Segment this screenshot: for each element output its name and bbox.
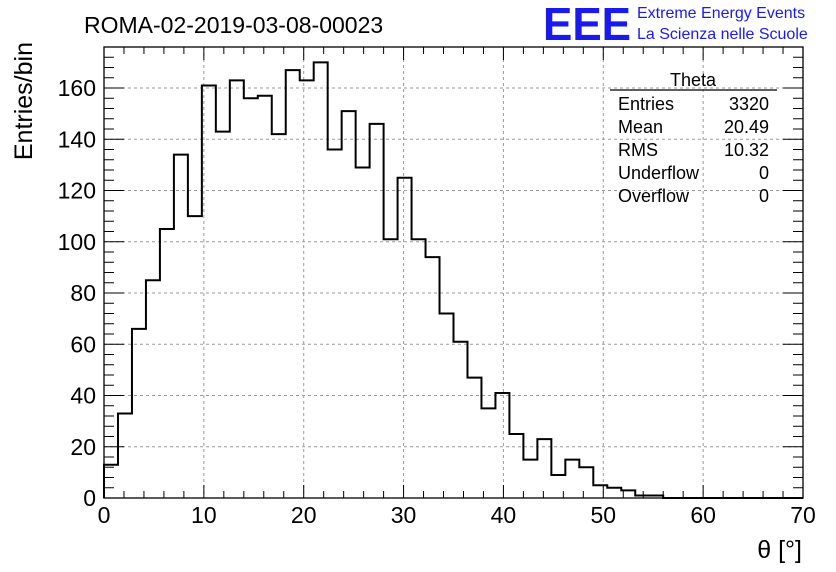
x-tick-label-0: 0: [98, 502, 111, 528]
stats-label-rms: RMS: [618, 140, 658, 160]
axis-ticks: [103, 46, 804, 499]
stats-value-mean: 20.49: [724, 117, 769, 137]
plot-frame: [103, 46, 804, 499]
histogram-outline: [103, 61, 803, 499]
stats-label-underflow: Underflow: [618, 163, 700, 183]
x-tick-label-70: 70: [790, 502, 816, 528]
stats-value-entries: 3320: [729, 94, 769, 114]
eee-logo: EEE Extreme Energy Events La Scienza nel…: [543, 0, 808, 50]
stats-value-underflow: 0: [759, 163, 769, 183]
x-axis-label: θ [°]: [757, 536, 802, 564]
stats-label-overflow: Overflow: [618, 186, 690, 206]
y-tick-label-100: 100: [58, 229, 96, 255]
eee-logo-line2: La Scienza nelle Scuole: [637, 26, 808, 43]
y-tick-label-20: 20: [70, 434, 96, 460]
stats-label-entries: Entries: [618, 94, 674, 114]
stats-label-mean: Mean: [618, 117, 663, 137]
chart-title: ROMA-02-2019-03-08-00023: [84, 12, 383, 38]
y-tick-label-160: 160: [58, 75, 96, 101]
y-tick-label-140: 140: [58, 126, 96, 152]
grid-lines: [104, 47, 803, 498]
x-tick-label-40: 40: [491, 502, 517, 528]
y-tick-label-0: 0: [83, 485, 96, 511]
stats-value-overflow: 0: [759, 186, 769, 206]
x-tick-label-30: 30: [391, 502, 417, 528]
stats-box-title: Theta: [670, 70, 717, 90]
x-tick-label-60: 60: [690, 502, 716, 528]
eee-logo-mark: EEE: [543, 0, 631, 50]
x-tick-labels: 0 10 20 30 40 50 60 70: [98, 502, 816, 528]
stats-box: Theta Entries 3320 Mean 20.49 RMS 10.32 …: [610, 70, 777, 206]
y-tick-label-80: 80: [70, 280, 96, 306]
y-axis-label: Entries/bin: [10, 42, 38, 160]
x-tick-label-10: 10: [191, 502, 217, 528]
y-tick-label-40: 40: [70, 383, 96, 409]
y-tick-labels: 0 20 40 60 80 100 120 140 160: [58, 75, 96, 511]
y-tick-label-60: 60: [70, 331, 96, 357]
x-tick-label-50: 50: [590, 502, 616, 528]
x-tick-label-20: 20: [291, 502, 317, 528]
eee-logo-line1: Extreme Energy Events: [637, 5, 805, 22]
stats-value-rms: 10.32: [724, 140, 769, 160]
y-tick-label-120: 120: [58, 178, 96, 204]
